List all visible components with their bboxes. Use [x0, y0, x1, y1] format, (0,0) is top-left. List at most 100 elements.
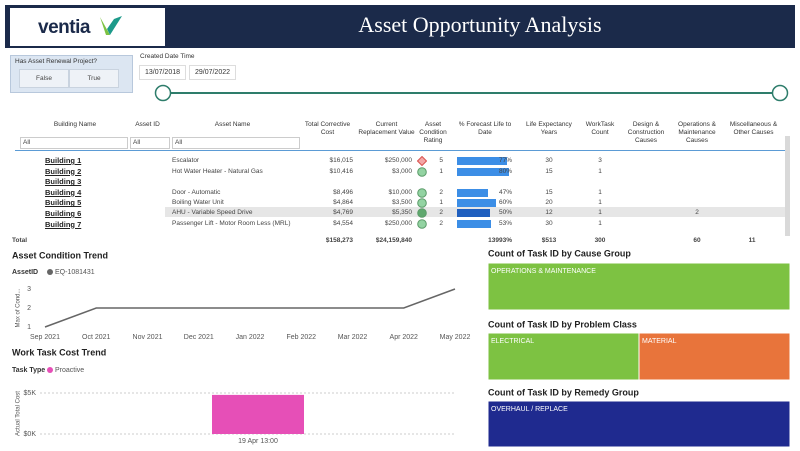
x-tick-label: Feb 2022 — [286, 334, 316, 341]
chart-title: Asset Condition Trend — [12, 250, 108, 260]
scrollbar[interactable] — [785, 136, 790, 236]
worktask-count: 1 — [598, 188, 602, 196]
y-axis-label: Actual Total Cost — [16, 391, 22, 436]
date-end[interactable]: 29/07/2022 — [189, 65, 236, 80]
rating-shape — [417, 208, 427, 218]
rating-shape — [417, 197, 427, 208]
asset-name: Passenger Lift - Motor Room Less (MRL) — [172, 219, 291, 227]
rating-indicator — [417, 187, 427, 198]
y-tick-label: 2 — [27, 305, 31, 312]
operations-causes: 2 — [695, 209, 699, 216]
rating-indicator — [417, 156, 427, 166]
column-header: Current Replacement Value — [358, 121, 415, 136]
replacement-value: $10,000 — [388, 188, 413, 196]
corrective-cost: $10,416 — [329, 167, 354, 175]
total-count: 300 — [594, 237, 606, 244]
legend-label: Proactive — [55, 367, 84, 374]
chart-title: Count of Task ID by Cause Group — [488, 248, 631, 258]
total-cost: $158,273 — [325, 237, 353, 244]
total-misc: 11 — [748, 237, 756, 244]
replacement-value: $3,500 — [392, 198, 412, 206]
total-replacement: $24,159,840 — [375, 237, 412, 244]
column-filter[interactable]: All — [172, 137, 300, 149]
tile-label: OPERATIONS & MAINTENANCE — [491, 268, 596, 275]
treemap-tile — [487, 332, 640, 381]
slider-handle[interactable] — [154, 84, 172, 102]
chart-title: Work Task Cost Trend — [12, 347, 106, 357]
y-tick-label: 1 — [27, 324, 31, 331]
logo-shape — [100, 17, 110, 35]
rating-shape — [417, 166, 427, 177]
life-expectancy: 15 — [545, 188, 553, 196]
logo-text: ventia — [38, 17, 90, 38]
date-start[interactable]: 13/07/2018 — [139, 65, 186, 80]
tile-label: OVERHAUL / REPLACE — [491, 406, 568, 413]
y-tick-label: $5K — [24, 390, 37, 397]
column-header: Miscellaneous & Other Causes — [729, 121, 778, 136]
corrective-cost: $4,554 — [333, 219, 353, 227]
logo-shape — [107, 16, 122, 35]
worktask-count: 3 — [598, 157, 602, 164]
replacement-value: $3,000 — [392, 167, 412, 175]
legend-title: AssetID — [12, 269, 38, 276]
asset-name: Hot Water Heater - Natural Gas — [172, 167, 263, 175]
forecast-label: 50% — [498, 209, 512, 216]
corrective-cost: $8,496 — [333, 188, 353, 196]
legend-title: Task Type — [12, 367, 45, 374]
forecast-bar — [457, 188, 488, 197]
x-tick-label: 19 Apr 13:00 — [238, 438, 278, 445]
condition-rating: 2 — [439, 219, 443, 227]
column-header: Building Name — [53, 121, 97, 128]
date-slicer-label: Created Date Time — [140, 53, 195, 60]
slicer-option[interactable]: False — [19, 69, 69, 88]
building-name: Building 6 — [45, 209, 82, 218]
forecast-bar — [457, 209, 490, 217]
column-header: % Forecast Life to Date — [458, 121, 512, 136]
worktask-count: 1 — [598, 167, 602, 175]
column-filter[interactable]: All — [20, 137, 128, 149]
condition-rating: 1 — [439, 198, 443, 206]
asset-table: Building Name Asset ID Asset Name Total Cor… — [12, 121, 790, 244]
chart-title: Count of Task ID by Remedy Group — [488, 387, 639, 397]
line — [44, 288, 456, 328]
total-label: Total — [12, 237, 28, 244]
legend-label: EQ-1081431 — [55, 269, 95, 276]
asset-name: Escalator — [172, 157, 200, 164]
asset-name: Boiling Water Unit — [172, 198, 224, 206]
corrective-cost: $4,864 — [333, 198, 353, 206]
building-name: Building 7 — [45, 219, 82, 229]
x-tick-label: Nov 2021 — [133, 334, 163, 341]
rating-shape — [417, 218, 427, 229]
asset-name: Door - Automatic — [172, 188, 221, 196]
rating-shape — [417, 187, 427, 198]
life-expectancy: 20 — [545, 198, 553, 206]
forecast-label: 53% — [498, 219, 512, 227]
slider-handle[interactable] — [771, 84, 789, 102]
renewal-slicer: Has Asset Renewal Project? False True — [10, 55, 133, 93]
x-tick-label: Apr 2022 — [390, 334, 419, 341]
slicer-option[interactable]: True — [69, 69, 119, 88]
building-name: Building 1 — [45, 156, 82, 165]
x-tick-label: Jan 2022 — [236, 334, 265, 341]
legend-marker — [47, 269, 53, 275]
column-filter[interactable]: All — [130, 137, 170, 149]
y-axis-label: Max of Cond... — [16, 288, 22, 327]
corrective-cost: $16,015 — [329, 157, 354, 164]
replacement-value: $250,000 — [384, 157, 412, 164]
rating-indicator — [417, 197, 427, 208]
y-tick-label: 3 — [27, 286, 31, 293]
building-name: Building 4 — [45, 187, 82, 197]
total-ops: 60 — [693, 237, 701, 244]
x-tick-label: May 2022 — [440, 334, 471, 341]
treemap-tile — [638, 332, 791, 381]
column-header: Design & Construction Causes — [627, 121, 665, 144]
worktask-count: 1 — [598, 198, 602, 206]
total-life: $513 — [541, 237, 557, 244]
x-tick-label: Mar 2022 — [338, 334, 368, 341]
worktask-count: 1 — [598, 209, 602, 216]
condition-rating: 2 — [439, 188, 443, 196]
building-name: Building 5 — [45, 198, 82, 208]
y-tick-label: $0K — [24, 431, 37, 438]
